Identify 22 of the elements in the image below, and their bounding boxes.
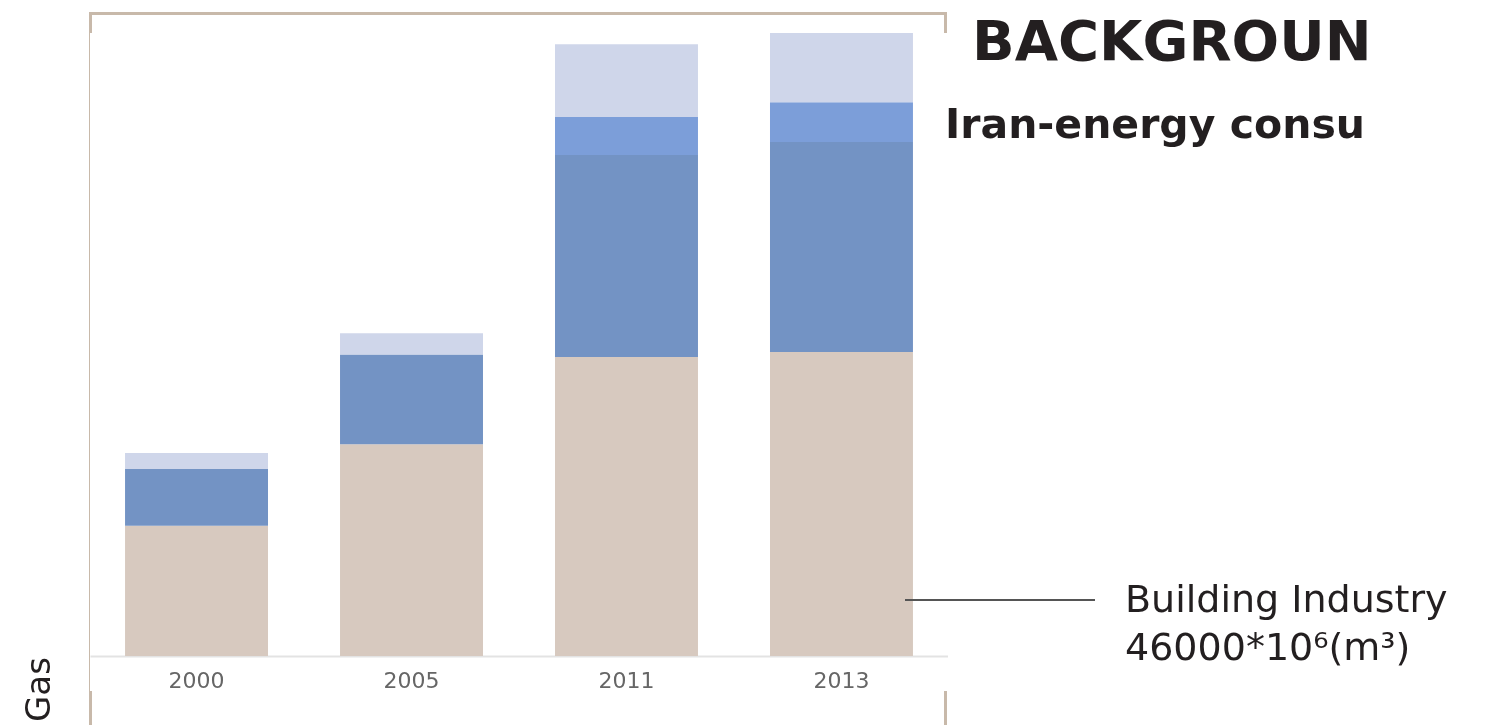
bar: [555, 356, 698, 656]
bar: [555, 44, 698, 118]
bar: [340, 333, 483, 355]
x-tick-label: 2000: [168, 667, 225, 693]
bar: [769, 33, 913, 103]
text: Iran-energy consu: [945, 100, 1365, 148]
bar: [340, 444, 483, 656]
text: Building Industry 46000*10⁶(m³): [1125, 576, 1448, 671]
x-tick-label: 2013: [813, 667, 870, 693]
bar: [340, 354, 483, 445]
bar: [769, 351, 913, 656]
bar: [555, 117, 698, 156]
text: BACKGROUN: [972, 8, 1372, 73]
y-axis-title: Gas: [18, 657, 58, 722]
bar: [125, 452, 269, 470]
bar: [555, 155, 698, 357]
bar: [125, 525, 269, 656]
bar: [769, 142, 913, 352]
bar: [769, 102, 913, 143]
x-tick-label: 2011: [598, 667, 655, 693]
x-tick-label: 2005: [383, 667, 440, 693]
bar: [125, 469, 269, 526]
